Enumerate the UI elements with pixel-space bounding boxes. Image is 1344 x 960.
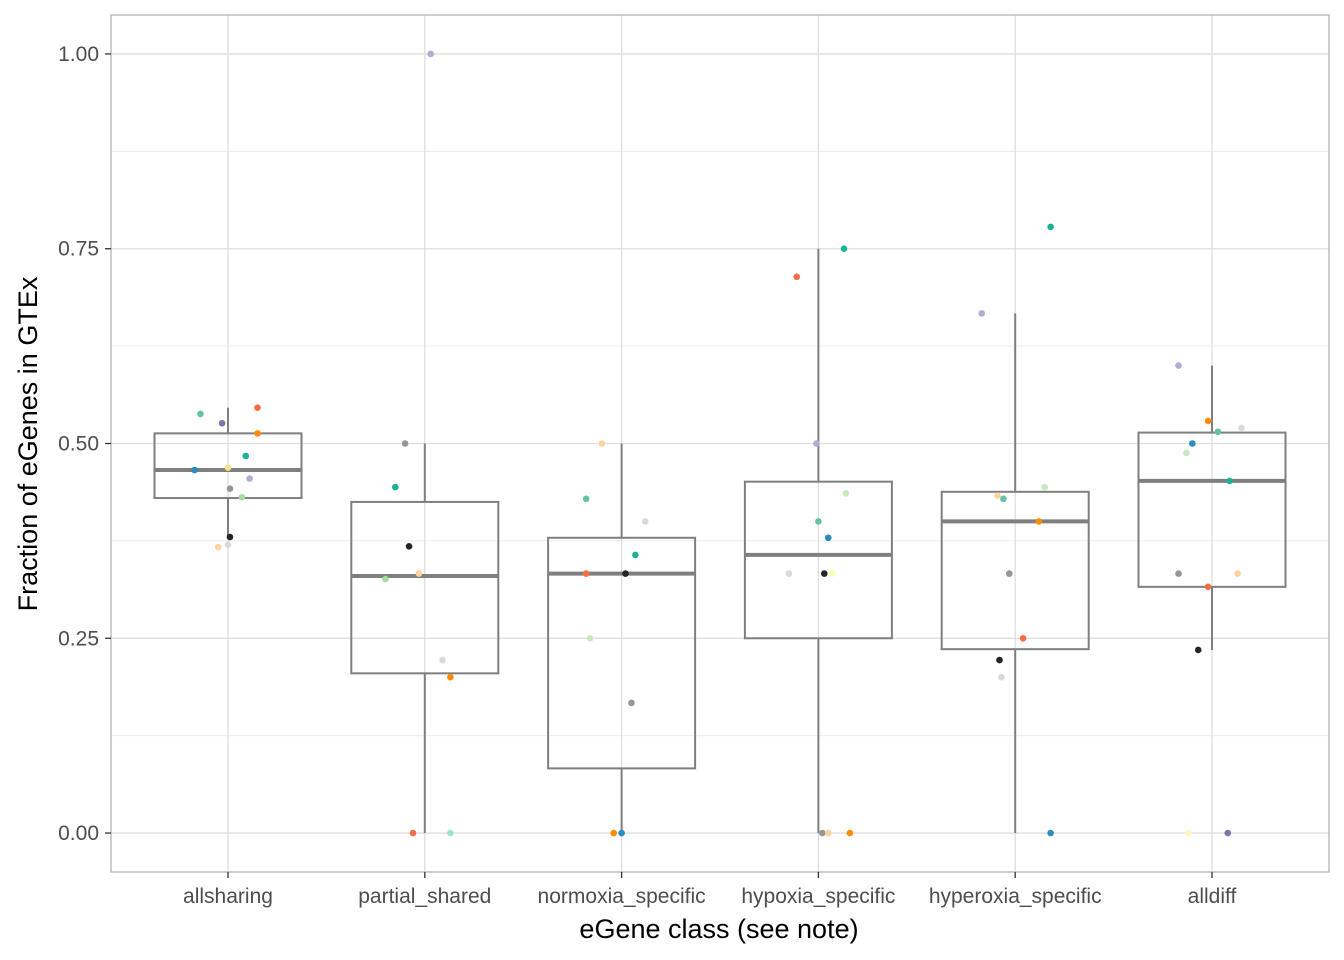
- data-point: [401, 440, 409, 447]
- data-point: [191, 466, 198, 474]
- data-point: [1185, 829, 1192, 837]
- data-point: [246, 475, 253, 482]
- data-point: [994, 492, 1001, 499]
- x-tick-label: allsharing: [183, 885, 273, 908]
- data-point: [1214, 428, 1222, 436]
- data-point: [598, 440, 606, 447]
- data-point: [382, 575, 389, 583]
- data-point: [405, 543, 413, 550]
- data-point: [254, 404, 261, 411]
- data-point: [391, 483, 399, 491]
- data-point: [214, 543, 222, 551]
- data-point: [815, 518, 822, 525]
- data-point: [197, 410, 204, 418]
- data-point: [628, 699, 635, 707]
- iqr-box: [350, 500, 500, 675]
- y-tick-label: 0.25: [58, 627, 99, 650]
- data-point: [439, 656, 446, 664]
- x-tick-label: hyperoxia_specific: [929, 885, 1102, 908]
- data-point: [840, 245, 848, 253]
- data-point: [226, 533, 234, 541]
- data-point: [998, 673, 1005, 681]
- data-point: [1189, 440, 1196, 447]
- data-point: [793, 273, 801, 281]
- data-point: [824, 829, 832, 837]
- x-tick-label: normoxia_specific: [538, 885, 706, 908]
- data-point: [978, 310, 986, 317]
- data-point: [1035, 518, 1043, 525]
- data-point: [242, 452, 250, 460]
- data-point: [846, 829, 854, 837]
- y-tick-label: 0.00: [58, 822, 99, 845]
- data-point: [1226, 477, 1234, 485]
- iqr-box: [1137, 431, 1287, 588]
- data-point: [1000, 495, 1007, 503]
- data-point: [1204, 417, 1212, 425]
- x-axis-title: eGene class (see note): [579, 914, 858, 944]
- data-point: [1183, 449, 1190, 457]
- data-point: [622, 570, 629, 577]
- point-layer: [191, 50, 1245, 837]
- data-point: [618, 829, 625, 837]
- x-tick-label: hypoxia_specific: [741, 885, 895, 908]
- data-point: [1194, 646, 1202, 654]
- data-point: [226, 485, 234, 492]
- y-axis-title: Fraction of eGenes in GTEx: [13, 276, 43, 611]
- data-point: [824, 534, 832, 542]
- iqr-box: [743, 480, 893, 640]
- axis-layer: 0.00 0.25 0.50 0.75 1.00 allsharing partial_sh…: [58, 43, 1236, 908]
- data-point: [1005, 570, 1013, 577]
- box-partial_shared: [350, 443, 500, 834]
- box-alldiff: [1137, 365, 1287, 650]
- data-point: [1047, 829, 1054, 837]
- data-point: [415, 570, 423, 577]
- data-point: [427, 50, 435, 58]
- data-point: [842, 490, 850, 497]
- data-point: [1041, 483, 1049, 491]
- data-point: [224, 541, 232, 549]
- data-point: [218, 419, 226, 427]
- y-tick-label: 0.75: [58, 238, 99, 261]
- data-point: [1238, 424, 1245, 432]
- data-point: [582, 495, 590, 503]
- iqr-box: [153, 432, 303, 500]
- x-tick-label: partial_shared: [358, 885, 491, 908]
- data-point: [641, 518, 649, 525]
- data-point: [1047, 223, 1054, 231]
- data-point: [1234, 570, 1241, 577]
- data-point: [409, 829, 417, 837]
- data-point: [813, 440, 820, 447]
- data-point: [447, 829, 454, 837]
- x-tick-label: alldiff: [1188, 885, 1237, 908]
- iqr-box: [940, 490, 1090, 651]
- data-point: [1175, 570, 1182, 577]
- data-point: [828, 570, 836, 577]
- data-point: [1175, 362, 1182, 369]
- data-point: [785, 570, 793, 577]
- data-point: [1019, 634, 1027, 642]
- data-point: [996, 656, 1003, 664]
- data-point: [224, 464, 232, 471]
- iqr-box: [547, 536, 697, 770]
- box-hyperoxia_specific: [940, 313, 1090, 834]
- data-point: [819, 829, 826, 837]
- data-point: [238, 493, 246, 501]
- box-normoxia_specific: [547, 443, 697, 834]
- data-point: [1204, 583, 1212, 591]
- data-point: [586, 634, 594, 642]
- y-tick-label: 1.00: [58, 43, 99, 66]
- data-point: [632, 551, 639, 559]
- data-point: [1224, 829, 1232, 837]
- data-point: [254, 430, 261, 437]
- y-tick-label: 0.50: [58, 433, 99, 456]
- data-point: [582, 570, 590, 577]
- data-point: [447, 673, 454, 681]
- data-point: [821, 570, 828, 577]
- data-point: [610, 829, 618, 837]
